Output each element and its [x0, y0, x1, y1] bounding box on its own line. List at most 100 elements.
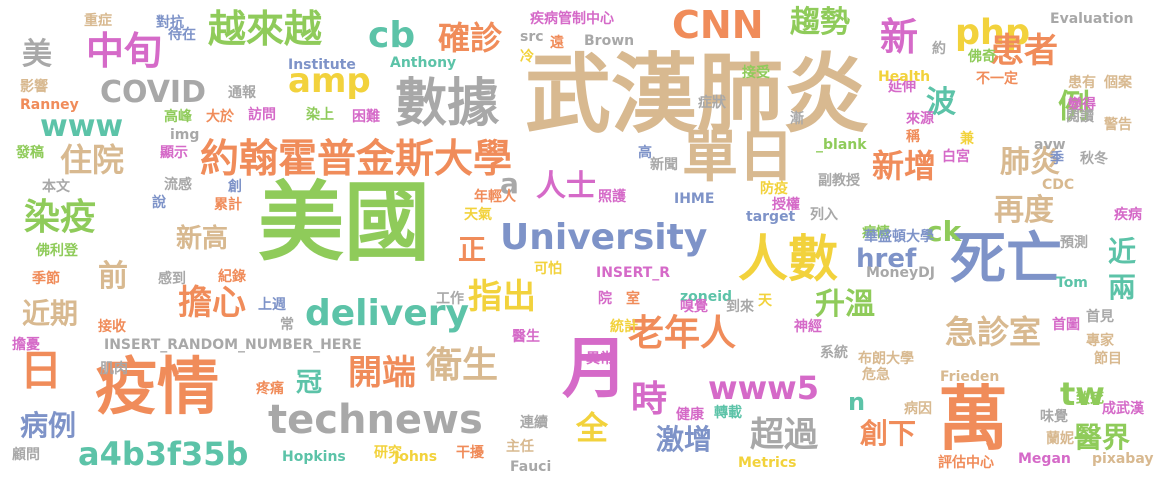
word-cloud-word: _blank	[816, 137, 867, 153]
word-cloud-word: INSERT_RANDOM_NUMBER_HERE	[104, 337, 362, 353]
word-cloud-word: 授權	[772, 197, 800, 213]
word-cloud-word: 激增	[656, 423, 713, 456]
word-cloud-word: 新	[880, 15, 919, 59]
word-cloud-word: 白宮	[942, 149, 970, 165]
word-cloud-word: 華盛頓大學	[864, 229, 934, 245]
word-cloud-word: 美國	[258, 173, 430, 273]
word-cloud-word: INSERT_R	[596, 265, 671, 281]
word-cloud-word: 老年人	[628, 313, 737, 354]
word-cloud-word: 首圖	[1052, 317, 1080, 333]
word-cloud-word: 病情	[862, 225, 890, 241]
word-cloud-word: a4b3f35b	[78, 435, 249, 473]
word-cloud-word: php	[955, 13, 1031, 53]
word-cloud-word: 確診	[438, 19, 503, 57]
word-cloud-word: 再度	[994, 193, 1054, 228]
word-cloud-word: Metrics	[738, 455, 797, 471]
word-cloud-word: Frieden	[940, 369, 1000, 385]
word-cloud-word: 重症	[84, 13, 112, 29]
word-cloud-word: 連續	[520, 415, 548, 431]
word-cloud-word: 可怕	[534, 261, 562, 277]
word-cloud-word: www	[40, 109, 124, 144]
word-cloud-word: 時	[631, 379, 668, 420]
word-cloud-word: 指出	[468, 277, 536, 317]
word-cloud-word: 兼	[960, 131, 974, 147]
word-cloud-word: 創	[228, 179, 242, 195]
word-cloud-word: 肌肉	[100, 361, 128, 377]
word-cloud-word: 漸	[790, 111, 804, 127]
word-cloud-word: 衛生	[426, 345, 499, 386]
word-cloud-word: CDC	[1042, 177, 1075, 193]
word-cloud-word: 新聞	[650, 157, 678, 173]
word-cloud-word: 閱讀	[1066, 109, 1094, 125]
word-cloud-word: 評估中心	[938, 455, 994, 471]
word-cloud-word: a	[500, 167, 519, 200]
word-cloud-word: amp	[288, 61, 371, 101]
word-cloud-word: 節目	[1094, 351, 1122, 367]
word-cloud-word: 異常	[586, 351, 614, 367]
word-cloud-word: target	[746, 209, 796, 225]
word-cloud-word: 干擾	[456, 445, 484, 461]
word-cloud-word: 天	[758, 293, 772, 309]
word-cloud-word: 工作	[436, 291, 464, 307]
word-cloud-word: 研究	[374, 445, 402, 461]
word-cloud-word: 延伸	[888, 79, 916, 95]
word-cloud-word: Tom	[1056, 275, 1088, 291]
word-cloud-word: University	[500, 217, 708, 258]
word-cloud-word: 接收	[98, 319, 126, 335]
word-cloud-word: 主任	[506, 439, 534, 455]
word-cloud-word: CNN	[672, 3, 764, 47]
word-cloud-word: 紀錄	[218, 269, 246, 285]
word-cloud-word: 成武漢	[1102, 401, 1144, 417]
word-cloud-word: 前	[98, 259, 128, 294]
word-cloud-word: Megan	[1018, 451, 1071, 467]
word-cloud-word: 醫生	[512, 329, 540, 345]
word-cloud-word: 季	[1050, 151, 1064, 167]
word-cloud-word: Evaluation	[1050, 11, 1134, 27]
word-cloud-word: 照護	[598, 189, 626, 205]
word-cloud-word: 佛利登	[36, 243, 78, 259]
word-cloud-word: 首見	[1086, 309, 1114, 325]
word-cloud-word: 冠	[296, 368, 323, 398]
word-cloud-word: 布朗大學	[858, 351, 914, 367]
word-cloud-word: 防疫	[760, 181, 788, 197]
word-cloud-word: Fauci	[510, 459, 552, 475]
word-cloud-word: delivery	[305, 293, 469, 334]
word-cloud-word: 疫情	[95, 350, 220, 423]
word-cloud-word: 正	[458, 233, 487, 266]
word-cloud-word: 轉載	[714, 405, 742, 421]
word-cloud-word: 顧問	[12, 447, 40, 463]
word-cloud-word: 神經	[794, 319, 822, 335]
word-cloud-word: tw	[1060, 375, 1105, 413]
word-cloud-word: 超過	[750, 415, 818, 455]
word-cloud-word: 困難	[352, 109, 380, 125]
word-cloud-word: 病例	[20, 409, 77, 442]
word-cloud-word: 對抗	[156, 15, 184, 31]
word-cloud-word: 數據	[395, 74, 500, 134]
word-cloud-word: 到來	[726, 299, 754, 315]
word-cloud-word: 人數	[738, 230, 838, 288]
word-cloud-word: Hopkins	[282, 449, 346, 465]
word-cloud-word: img	[170, 127, 200, 143]
word-cloud-word: 本文	[42, 179, 70, 195]
word-cloud-word: 味覺	[1040, 409, 1068, 425]
word-cloud-word: 單日	[682, 125, 794, 190]
word-cloud-word: href	[856, 244, 917, 274]
word-cloud-word: 危急	[862, 367, 890, 383]
word-cloud-word: 副教授	[818, 173, 860, 189]
word-cloud-word: 蘭妮	[1046, 431, 1074, 447]
word-cloud-word: www5	[708, 369, 819, 407]
word-cloud-word: Johns	[394, 449, 438, 465]
word-cloud-word: 常	[280, 317, 294, 333]
word-cloud-word: 趨勢	[790, 5, 850, 40]
word-cloud-word: 升溫	[815, 287, 875, 322]
word-cloud-word: zoneid	[680, 289, 733, 305]
word-cloud-word: COVID	[100, 75, 206, 110]
word-cloud-word: 致死	[1076, 391, 1104, 407]
word-cloud-word: ck	[926, 215, 962, 248]
word-cloud-word: 室	[626, 291, 640, 307]
word-cloud-word: 日	[20, 346, 63, 395]
word-cloud-word: 美	[22, 37, 52, 72]
word-cloud-word: 年輕人	[474, 189, 516, 205]
word-cloud-word: 疼痛	[256, 381, 284, 397]
word-cloud-word: 擔心	[178, 283, 246, 323]
